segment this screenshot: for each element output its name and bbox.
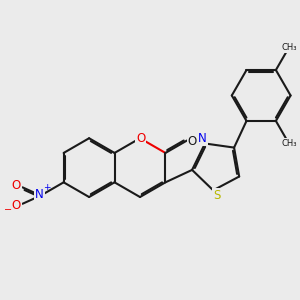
Text: O: O (188, 135, 197, 148)
Text: O: O (11, 179, 21, 192)
Text: N: N (198, 132, 207, 145)
Text: S: S (213, 189, 220, 202)
Text: CH₃: CH₃ (281, 43, 297, 52)
Text: −: − (4, 205, 12, 215)
Text: CH₃: CH₃ (281, 139, 297, 148)
Text: N: N (35, 188, 44, 201)
Text: +: + (43, 183, 50, 192)
Text: O: O (136, 132, 145, 145)
Text: O: O (11, 199, 21, 212)
